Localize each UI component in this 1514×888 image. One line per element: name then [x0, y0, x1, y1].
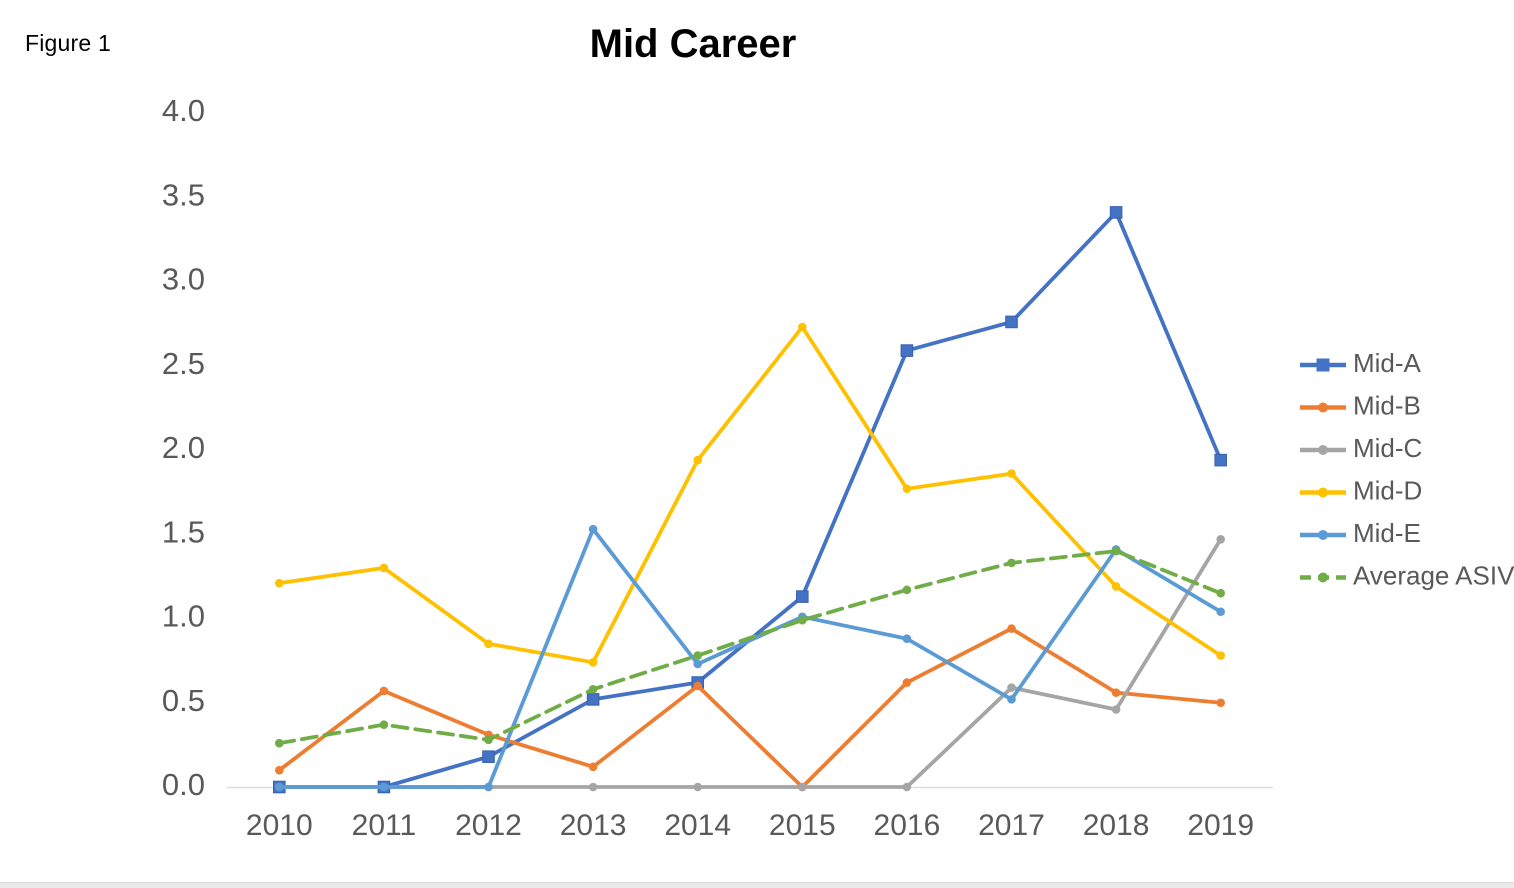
marker-average-asiv: [798, 615, 807, 625]
marker-average-asiv: [693, 651, 702, 660]
marker-average-asiv: [275, 738, 284, 748]
marker-mid-c: [798, 782, 807, 792]
legend-marker-mid-e: [1318, 530, 1328, 540]
marker-mid-d: [379, 563, 389, 573]
y-axis-tick-label: 3.0: [162, 262, 205, 297]
legend-marker-mid-a: [1316, 358, 1330, 372]
series-line-mid-e: [277, 527, 1223, 789]
legend-marker-average-asiv: [1318, 572, 1328, 583]
marker-mid-b: [1216, 698, 1225, 708]
series-line-average-asiv: [277, 549, 1223, 746]
marker-mid-e: [693, 659, 702, 669]
marker-average-asiv: [1007, 558, 1016, 568]
marker-mid-b: [1111, 688, 1121, 697]
y-axis-tick-label: 3.5: [162, 177, 205, 212]
marker-mid-c: [693, 782, 702, 792]
legend-marker-mid-b: [1318, 402, 1328, 413]
series-line-mid-b: [277, 626, 1223, 789]
x-axis-tick-label: 2017: [978, 809, 1045, 842]
x-axis-tick-label: 2011: [352, 809, 417, 842]
x-axis-tick-label: 2016: [874, 809, 941, 842]
legend-label-mid-b: Mid-B: [1353, 390, 1421, 420]
figure-label: Figure 1: [25, 30, 111, 56]
x-axis-tick-label: 2014: [664, 809, 731, 842]
marker-mid-b: [902, 678, 912, 687]
marker-mid-a: [1109, 206, 1123, 219]
x-axis-tick-label: 2012: [455, 809, 522, 842]
legend-marker-mid-d: [1318, 487, 1328, 498]
marker-average-asiv: [484, 735, 493, 745]
window-bottom-edge: [0, 882, 1514, 888]
marker-mid-e: [275, 782, 284, 792]
marker-mid-e: [902, 634, 912, 644]
legend-label-mid-a: Mid-A: [1353, 348, 1422, 378]
marker-mid-b: [379, 686, 389, 696]
marker-average-asiv: [1216, 588, 1225, 598]
legend-label-mid-d: Mid-D: [1353, 475, 1422, 505]
y-axis-tick-label: 0.0: [162, 767, 205, 802]
marker-mid-b: [275, 765, 284, 775]
x-axis-tick-label: 2018: [1083, 809, 1150, 842]
marker-mid-e: [1216, 607, 1225, 617]
x-axis-tick-label: 2010: [246, 809, 313, 842]
marker-mid-d: [798, 322, 807, 332]
marker-average-asiv: [1111, 546, 1121, 556]
marker-mid-d: [484, 639, 493, 649]
marker-mid-c: [1216, 535, 1225, 544]
marker-average-asiv: [588, 684, 598, 694]
marker-mid-d: [902, 484, 912, 494]
marker-mid-c: [588, 782, 598, 792]
marker-mid-c: [1007, 683, 1016, 692]
marker-mid-e: [379, 782, 389, 792]
marker-mid-b: [693, 681, 702, 691]
y-axis-tick-label: 4.0: [162, 93, 205, 128]
x-axis-tick-label: 2015: [769, 809, 836, 842]
y-axis-tick-label: 1.0: [162, 599, 205, 634]
marker-mid-d: [1007, 469, 1016, 478]
marker-mid-a: [796, 590, 809, 603]
legend-label-average-asiv: Average ASIV: [1353, 560, 1514, 590]
marker-mid-c: [1111, 705, 1121, 714]
y-axis-tick-label: 2.5: [162, 346, 205, 381]
y-axis-tick-label: 0.5: [162, 683, 205, 718]
legend-label-mid-e: Mid-E: [1353, 518, 1421, 548]
marker-mid-a: [900, 344, 914, 357]
marker-mid-d: [275, 578, 284, 588]
marker-mid-d: [588, 658, 598, 667]
marker-mid-d: [1216, 651, 1225, 660]
marker-mid-e: [484, 782, 493, 792]
marker-mid-a: [586, 693, 600, 706]
marker-mid-d: [1111, 582, 1121, 591]
x-axis-tick-label: 2019: [1187, 809, 1254, 842]
series-line-mid-d: [277, 325, 1223, 665]
marker-mid-e: [1007, 695, 1016, 704]
marker-mid-b: [588, 762, 598, 772]
marker-mid-a: [482, 750, 495, 763]
marker-mid-c: [902, 782, 912, 792]
marker-mid-a: [1005, 315, 1018, 329]
marker-average-asiv: [379, 720, 389, 729]
series-line-mid-c: [277, 537, 1223, 789]
marker-mid-a: [1214, 453, 1228, 467]
legend-label-mid-c: Mid-C: [1353, 433, 1422, 463]
x-axis-tick-label: 2013: [560, 809, 627, 842]
marker-average-asiv: [902, 585, 912, 595]
chart-title: Mid Career: [589, 22, 797, 66]
marker-mid-d: [693, 455, 702, 465]
marker-mid-b: [1007, 624, 1016, 633]
marker-mid-e: [588, 524, 598, 534]
legend-marker-mid-c: [1318, 445, 1328, 455]
y-axis-tick-label: 1.5: [162, 514, 205, 549]
y-axis-tick-label: 2.0: [162, 430, 205, 465]
